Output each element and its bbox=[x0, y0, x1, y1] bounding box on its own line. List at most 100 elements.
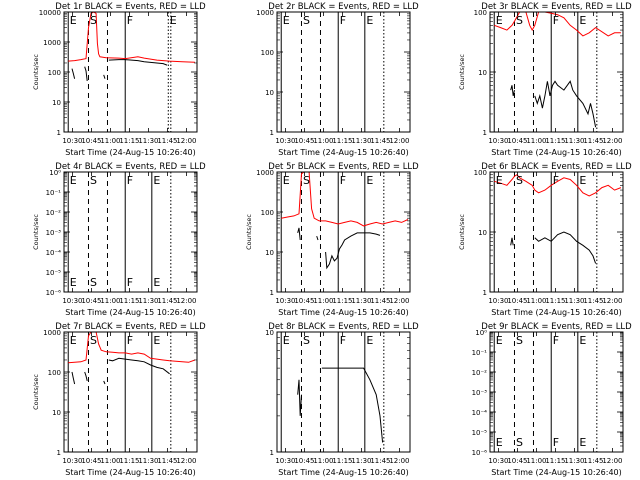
event-marker-label: S bbox=[303, 14, 310, 27]
events-series-line bbox=[316, 235, 319, 241]
x-tick-label: 12:00 bbox=[602, 137, 622, 145]
event-marker-label: E bbox=[283, 174, 290, 187]
event-marker-label: E bbox=[366, 14, 373, 27]
chart-panel: Det 5r BLACK = Events, RED = LLD Start Ti… bbox=[245, 162, 419, 317]
x-tick-label: 10:45 bbox=[294, 297, 314, 305]
x-tick-label: 11:45 bbox=[157, 297, 177, 305]
x-axis-label: Start Time (24-Aug-15 10:26:40) bbox=[65, 468, 196, 477]
event-marker-label: S bbox=[303, 334, 310, 347]
x-tick-label: 11:00 bbox=[313, 297, 333, 305]
y-tick-label: 10⁻⁶ bbox=[472, 449, 488, 457]
x-tick-label: 10:30 bbox=[275, 137, 295, 145]
x-tick-label: 11:45 bbox=[583, 137, 603, 145]
events-series-line bbox=[84, 66, 88, 82]
event-marker-label: E bbox=[70, 174, 77, 187]
x-tick-label: 10:45 bbox=[294, 457, 314, 465]
x-tick-label: 11:00 bbox=[100, 137, 120, 145]
chart-title: Det 7r BLACK = Events, RED = LLD bbox=[55, 322, 206, 332]
event-marker-label: F bbox=[553, 334, 559, 347]
y-tick-label: 10⁻⁵ bbox=[472, 429, 488, 437]
plot-area bbox=[67, 12, 195, 132]
event-marker-label: S bbox=[90, 334, 97, 347]
y-axis-label: Counts/sec bbox=[32, 214, 40, 250]
chart-title: Det 9r BLACK = Events, RED = LLD bbox=[481, 322, 632, 332]
x-tick-label: 11:15 bbox=[119, 297, 139, 305]
events-series-line bbox=[510, 237, 514, 246]
event-marker-label: S bbox=[516, 436, 523, 449]
y-tick-label: 10⁻⁵ bbox=[46, 269, 62, 277]
event-marker-label: F bbox=[340, 174, 346, 187]
plot-frame bbox=[276, 11, 411, 133]
event-marker-label: F bbox=[553, 14, 559, 27]
x-tick-label: 10:45 bbox=[294, 137, 314, 145]
x-tick-label: 11:30 bbox=[351, 297, 371, 305]
y-tick-label: 100 bbox=[261, 49, 274, 57]
x-tick-label: 10:45 bbox=[507, 137, 527, 145]
y-tick-label: 10 bbox=[265, 329, 274, 337]
x-axis-label: Start Time (24-Aug-15 10:26:40) bbox=[278, 468, 409, 477]
plot-frame bbox=[63, 331, 198, 453]
x-axis-label: Start Time (24-Aug-15 10:26:40) bbox=[65, 148, 196, 157]
x-axis-label: Start Time (24-Aug-15 10:26:40) bbox=[65, 308, 196, 317]
y-tick-label: 10⁻¹ bbox=[46, 189, 62, 197]
x-tick-label: 10:45 bbox=[81, 137, 101, 145]
y-tick-label: 10 bbox=[52, 99, 61, 107]
event-marker-label: F bbox=[340, 334, 346, 347]
y-tick-label: 100 bbox=[48, 369, 61, 377]
x-tick-label: 11:00 bbox=[100, 457, 120, 465]
event-marker-label: E bbox=[579, 334, 586, 347]
chart-title: Det 6r BLACK = Events, RED = LLD bbox=[481, 162, 632, 172]
x-tick-label: 11:45 bbox=[583, 457, 603, 465]
x-tick-label: 11:30 bbox=[564, 297, 584, 305]
y-tick-label: 10⁻⁴ bbox=[472, 409, 488, 417]
event-marker-label: E bbox=[170, 14, 177, 27]
y-tick-label: 10⁻¹ bbox=[472, 349, 488, 357]
y-tick-label: 100 bbox=[48, 69, 61, 77]
event-marker-label: S bbox=[90, 14, 97, 27]
x-tick-label: 11:45 bbox=[370, 297, 390, 305]
x-tick-label: 11:45 bbox=[157, 137, 177, 145]
plot-area bbox=[493, 332, 598, 452]
y-tick-label: 1 bbox=[57, 449, 61, 457]
x-tick-label: 11:15 bbox=[545, 297, 565, 305]
y-tick-label: 1000 bbox=[256, 169, 274, 177]
events-series-line bbox=[297, 379, 302, 416]
plot-frame bbox=[63, 11, 198, 133]
x-tick-label: 11:00 bbox=[526, 297, 546, 305]
x-axis-label: Start Time (24-Aug-15 10:26:40) bbox=[491, 468, 622, 477]
event-marker-label: E bbox=[70, 276, 77, 289]
x-tick-label: 10:45 bbox=[81, 457, 101, 465]
events-series-line bbox=[103, 380, 106, 385]
event-marker-label: F bbox=[553, 174, 559, 187]
plot-frame bbox=[489, 11, 624, 133]
x-tick-label: 12:00 bbox=[176, 137, 196, 145]
y-tick-label: 10⁻⁶ bbox=[46, 289, 62, 297]
event-marker-label: S bbox=[516, 14, 523, 27]
event-marker-label: E bbox=[579, 436, 586, 449]
x-tick-label: 11:00 bbox=[526, 137, 546, 145]
x-tick-label: 11:00 bbox=[100, 297, 120, 305]
y-tick-label: 10⁻³ bbox=[46, 229, 62, 237]
y-tick-label: 10⁻⁴ bbox=[46, 249, 62, 257]
events-series-line bbox=[321, 367, 384, 443]
event-marker-label: E bbox=[283, 14, 290, 27]
x-tick-label: 11:15 bbox=[545, 137, 565, 145]
x-tick-label: 10:45 bbox=[81, 297, 101, 305]
chart-panel: Det 4r BLACK = Events, RED = LLD Start Ti… bbox=[32, 162, 206, 317]
x-tick-label: 11:30 bbox=[564, 457, 584, 465]
event-marker-label: S bbox=[90, 174, 97, 187]
y-axis-label: Counts/sec bbox=[32, 374, 40, 410]
chart-panel: Det 7r BLACK = Events, RED = LLD Start Ti… bbox=[32, 322, 206, 477]
x-tick-label: 11:30 bbox=[138, 137, 158, 145]
events-series-line bbox=[510, 85, 515, 97]
y-tick-label: 1 bbox=[483, 289, 487, 297]
event-marker-label: E bbox=[70, 14, 77, 27]
events-series-line bbox=[71, 371, 76, 385]
x-axis-label: Start Time (24-Aug-15 10:26:40) bbox=[278, 148, 409, 157]
event-marker-label: E bbox=[153, 276, 160, 289]
chart-title: Det 3r BLACK = Events, RED = LLD bbox=[481, 2, 632, 12]
lld-series-line bbox=[494, 12, 621, 37]
y-axis-label: Counts/sec bbox=[245, 214, 253, 250]
event-marker-label: E bbox=[496, 436, 503, 449]
y-tick-label: 10 bbox=[478, 229, 487, 237]
